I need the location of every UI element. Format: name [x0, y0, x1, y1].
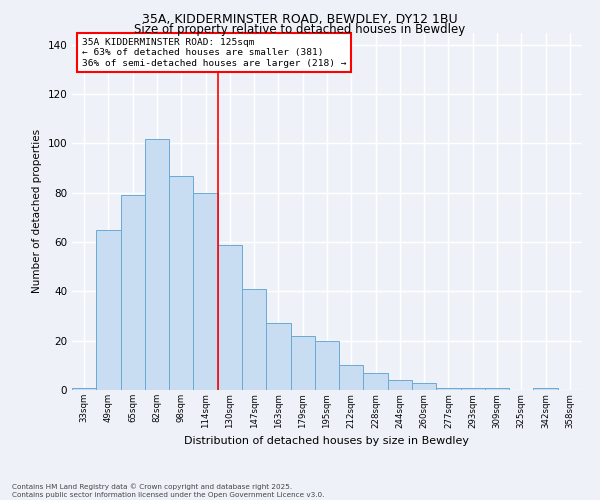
Bar	[388, 380, 412, 390]
Bar	[315, 340, 339, 390]
Text: 35A, KIDDERMINSTER ROAD, BEWDLEY, DY12 1BU: 35A, KIDDERMINSTER ROAD, BEWDLEY, DY12 1…	[142, 12, 458, 26]
Bar	[339, 366, 364, 390]
Bar	[193, 193, 218, 390]
Bar	[145, 138, 169, 390]
Bar	[169, 176, 193, 390]
Bar	[364, 372, 388, 390]
X-axis label: Distribution of detached houses by size in Bewdley: Distribution of detached houses by size …	[185, 436, 470, 446]
Text: Contains HM Land Registry data © Crown copyright and database right 2025.
Contai: Contains HM Land Registry data © Crown c…	[12, 484, 325, 498]
Bar	[72, 388, 96, 390]
Bar	[412, 382, 436, 390]
Bar	[121, 195, 145, 390]
Bar	[242, 289, 266, 390]
Bar	[218, 244, 242, 390]
Text: 35A KIDDERMINSTER ROAD: 125sqm
← 63% of detached houses are smaller (381)
36% of: 35A KIDDERMINSTER ROAD: 125sqm ← 63% of …	[82, 38, 347, 68]
Y-axis label: Number of detached properties: Number of detached properties	[32, 129, 42, 294]
Bar	[436, 388, 461, 390]
Bar	[461, 388, 485, 390]
Bar	[290, 336, 315, 390]
Bar	[266, 324, 290, 390]
Bar	[485, 388, 509, 390]
Bar	[96, 230, 121, 390]
Text: Size of property relative to detached houses in Bewdley: Size of property relative to detached ho…	[134, 22, 466, 36]
Bar	[533, 388, 558, 390]
